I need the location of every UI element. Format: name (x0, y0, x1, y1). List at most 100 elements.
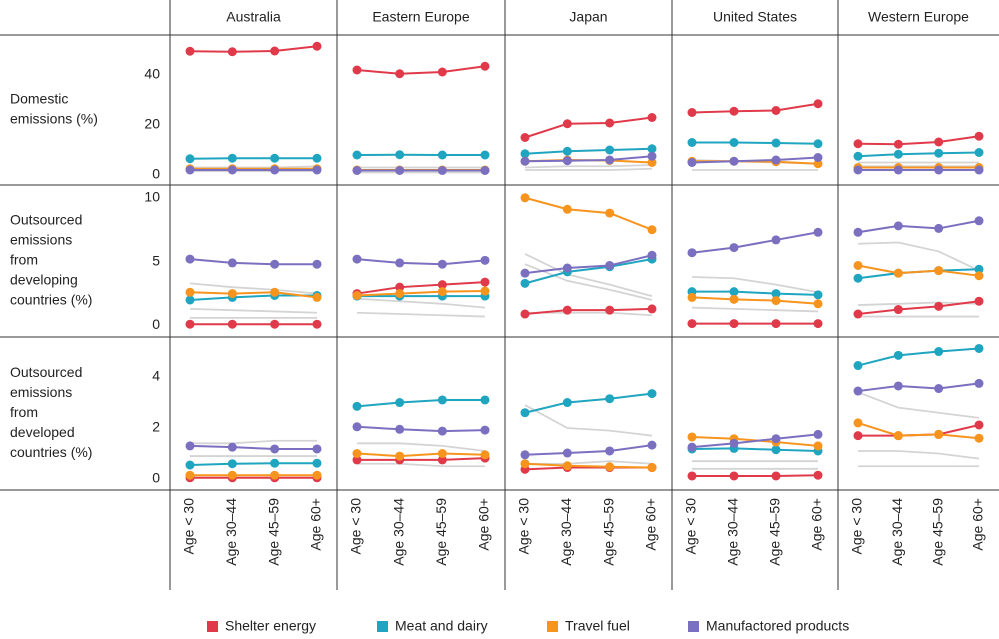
point (480, 286, 490, 296)
point (480, 166, 490, 175)
point (270, 153, 280, 163)
series-line (356, 398, 485, 408)
point (771, 319, 781, 329)
background-line (691, 276, 819, 294)
point (974, 216, 984, 226)
point (480, 61, 490, 71)
x-tick-label: Age 30–44 (725, 498, 741, 566)
legend-swatch (688, 621, 699, 632)
point (934, 384, 944, 394)
point (312, 444, 322, 454)
point (647, 158, 657, 167)
point (352, 401, 362, 411)
point (853, 260, 863, 270)
point (395, 289, 405, 299)
row-label: countries (%) (10, 292, 92, 308)
row-label: from (10, 404, 38, 420)
point (562, 461, 572, 471)
x-tick-label: Age 60+ (809, 498, 825, 551)
point (813, 319, 823, 329)
point (771, 445, 781, 455)
point (480, 277, 490, 287)
series-line (857, 264, 980, 277)
row-label: Outsourced (10, 364, 82, 380)
series-line (692, 474, 819, 477)
x-tick-label: Age 45–59 (767, 498, 783, 566)
point (605, 462, 615, 472)
background-line (189, 307, 318, 314)
background-line (357, 462, 485, 468)
point (605, 394, 615, 404)
point (934, 137, 944, 147)
point (520, 459, 530, 469)
point (647, 144, 657, 154)
point (520, 450, 530, 460)
point (893, 381, 903, 391)
x-tick-label: Age 60+ (970, 498, 986, 551)
series-line (356, 425, 486, 433)
point (813, 441, 823, 451)
point (352, 254, 362, 264)
point (605, 155, 615, 165)
point (562, 119, 572, 129)
point (647, 304, 657, 314)
point (227, 289, 237, 299)
series-line (857, 382, 980, 393)
point (352, 455, 362, 465)
legend-label: Travel fuel (565, 618, 630, 634)
point (562, 204, 572, 214)
point (771, 138, 781, 148)
series-line (524, 462, 653, 469)
point (813, 429, 823, 439)
series-line (524, 147, 653, 155)
point (480, 450, 490, 460)
point (395, 69, 405, 79)
background-line (691, 306, 819, 313)
point (974, 131, 984, 141)
series-line (691, 231, 819, 254)
series-line (692, 290, 819, 296)
point (312, 319, 322, 329)
point (520, 133, 530, 142)
point (687, 108, 697, 117)
point (813, 470, 823, 480)
point (974, 378, 984, 388)
x-tick-label: Age 45–59 (929, 498, 945, 566)
point (605, 145, 615, 155)
background-line (190, 439, 317, 445)
x-tick-label: Age 45–59 (600, 498, 616, 566)
x-tick-label: Age < 30 (516, 498, 532, 555)
point (934, 266, 944, 276)
x-tick-label: Age 60+ (643, 498, 659, 551)
series-line (356, 258, 486, 266)
background-line (189, 282, 318, 295)
point (520, 156, 530, 166)
point (729, 156, 739, 166)
x-tick-label: Age < 30 (849, 498, 865, 555)
background-line (857, 391, 980, 419)
series-line (857, 421, 980, 440)
row-label: from (10, 252, 38, 268)
background-line (524, 263, 653, 301)
y-tick-label: 4 (152, 368, 160, 384)
background-line (524, 404, 653, 437)
column-header: Japan (569, 9, 607, 25)
point (853, 361, 863, 371)
point (729, 287, 739, 297)
point (185, 254, 195, 264)
point (813, 227, 823, 237)
legend-swatch (547, 621, 558, 632)
point (227, 470, 237, 480)
point (437, 280, 447, 290)
point (771, 235, 781, 245)
row-label: emissions (10, 232, 72, 248)
x-tick-label: Age 45–59 (433, 498, 449, 566)
point (729, 438, 739, 448)
series-line (857, 300, 980, 316)
legend-swatch (207, 621, 218, 632)
series-line (857, 135, 980, 146)
point (352, 449, 362, 459)
series-line (356, 65, 486, 75)
point (312, 41, 322, 51)
point (352, 65, 362, 75)
